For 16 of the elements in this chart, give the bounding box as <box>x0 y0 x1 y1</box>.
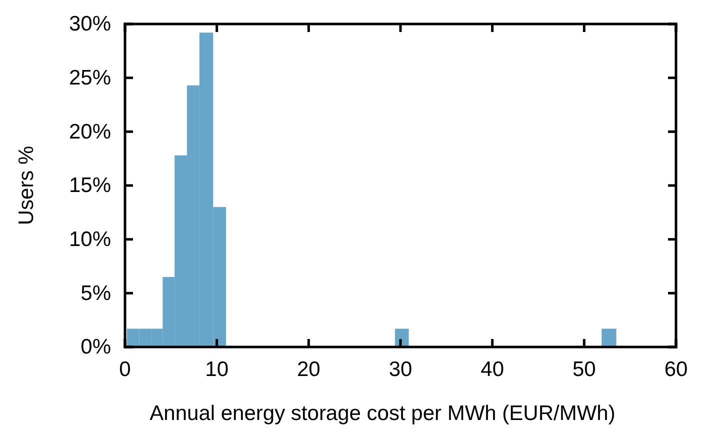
x-tick-label: 60 <box>664 358 688 381</box>
y-tick-label: 0% <box>80 336 111 359</box>
x-tick-label: 0 <box>119 358 131 381</box>
x-tick-label: 40 <box>480 358 504 381</box>
x-tick-label: 50 <box>572 358 596 381</box>
y-tick-label: 30% <box>68 12 111 36</box>
x-axis-title: Annual energy storage cost per MWh (EUR/MWh) <box>150 402 616 425</box>
x-tick-label: 10 <box>205 358 229 381</box>
y-tick-label: 5% <box>80 282 111 305</box>
y-tick-label: 15% <box>68 174 111 198</box>
y-tick-label: 10% <box>68 228 111 252</box>
x-tick-label: 30 <box>388 358 412 381</box>
y-tick-label: 20% <box>68 120 111 144</box>
y-tick-label: 25% <box>68 66 111 90</box>
x-tick-label: 20 <box>296 358 320 381</box>
y-axis-title: Users % <box>15 146 38 226</box>
